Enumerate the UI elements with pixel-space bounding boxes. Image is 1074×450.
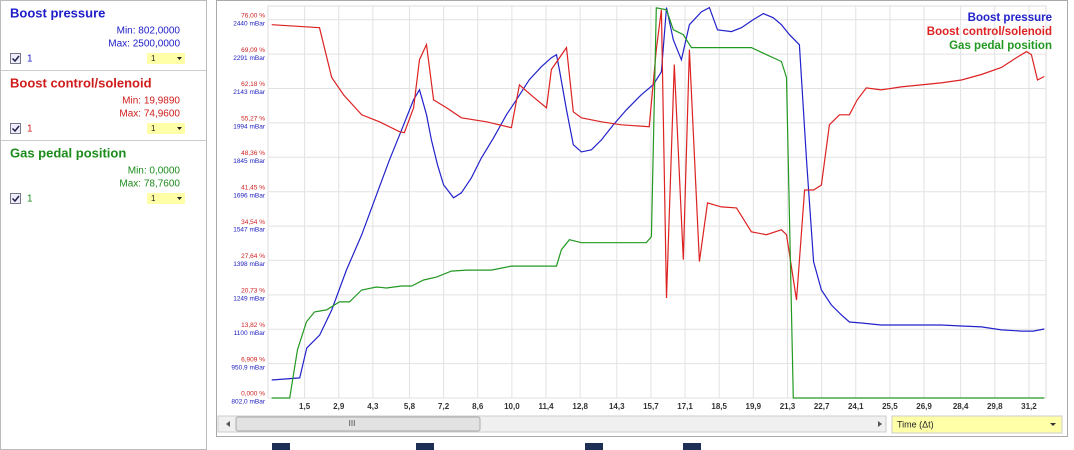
- y-tick-label: 13,82 %: [241, 322, 265, 329]
- x-tick-label: 25,5: [882, 402, 898, 411]
- x-tick-label: 19,9: [746, 402, 762, 411]
- select-arrow: [177, 197, 182, 200]
- check-tick: [11, 195, 20, 203]
- toolbar-icon[interactable]: [585, 443, 603, 450]
- series-line: [271, 9, 1045, 301]
- select-arrow: [177, 57, 182, 60]
- y2-tick-label: 1398 mBar: [233, 261, 266, 268]
- x-tick-label: 24,1: [848, 402, 864, 411]
- select-value: 1: [151, 124, 156, 133]
- y-tick-label: 55,27 %: [241, 116, 265, 123]
- series-line: [271, 7, 1045, 399]
- toolbar-icon[interactable]: [683, 443, 701, 450]
- x-tick-label: 31,2: [1021, 402, 1037, 411]
- y2-tick-label: 2143 mBar: [233, 89, 266, 96]
- dropdown-arrow: [1050, 423, 1056, 426]
- x-field-select[interactable]: [891, 415, 1063, 434]
- y-tick-label: 20,73 %: [241, 288, 265, 295]
- y-tick-label: 69,09 %: [241, 47, 265, 54]
- channel-min: Min: 19,9890: [122, 96, 180, 107]
- x-tick-label: 18,5: [711, 402, 727, 411]
- select-arrow: [177, 127, 182, 130]
- y-tick-label: 6,909 %: [241, 356, 265, 363]
- x-tick-label: 2,9: [333, 402, 345, 411]
- check-label: 1: [27, 194, 33, 205]
- x-tick-label: 10,0: [504, 402, 520, 411]
- y-tick-label: 27,64 %: [241, 253, 265, 260]
- x-field-label: Time (Δt): [897, 419, 934, 429]
- x-tick-label: 7,2: [438, 402, 450, 411]
- select[interactable]: [147, 123, 185, 134]
- side-panel: [0, 0, 207, 450]
- plot: [268, 6, 1046, 399]
- y2-tick-label: 1547 mBar: [233, 227, 266, 234]
- scroll-left[interactable]: [226, 421, 230, 427]
- series-line: [271, 6, 1045, 381]
- x-tick-label: 4,3: [367, 402, 379, 411]
- x-tick-label: 29,8: [987, 402, 1003, 411]
- channel-name: Gas pedal position: [10, 145, 126, 160]
- y2-tick-label: 1845 mBar: [233, 158, 266, 165]
- x-tick-label: 21,3: [780, 402, 796, 411]
- y-tick-label: 34,54 %: [241, 219, 265, 226]
- x-tick-label: 22,7: [814, 402, 830, 411]
- check-tick: [11, 125, 20, 133]
- channel-min: Min: 0,0000: [128, 166, 181, 177]
- check-tick: [11, 55, 20, 63]
- y2-tick-label: 1994 mBar: [233, 124, 266, 131]
- legend-entry: Boost pressure: [968, 12, 1052, 24]
- x-tick-label: 17,1: [677, 402, 693, 411]
- x-tick-label: 28,4: [953, 402, 969, 411]
- y2-tick-label: 1249 mBar: [233, 296, 266, 303]
- toolbar-icon[interactable]: [416, 443, 434, 450]
- scroll-grip: III: [349, 419, 356, 428]
- select-value: 1: [151, 54, 156, 63]
- x-tick-label: 11,4: [538, 402, 554, 411]
- plot-area: [267, 5, 1047, 399]
- check-label: 1: [27, 54, 33, 65]
- y2-tick-label: 2440 mBar: [233, 21, 266, 28]
- channel-name: Boost control/solenoid: [10, 75, 152, 90]
- toolbar-icon[interactable]: [272, 443, 290, 450]
- checkbox[interactable]: [10, 53, 21, 64]
- y2-tick-label: 1100 mBar: [234, 330, 266, 337]
- x-tick-label: 14,3: [609, 402, 625, 411]
- check-label: 1: [27, 124, 33, 135]
- x-tick-label: 1,5: [299, 402, 311, 411]
- y-tick-label: 41,45 %: [241, 184, 265, 191]
- x-tick-label: 12,8: [572, 402, 588, 411]
- channel-name: Boost pressure: [10, 5, 105, 20]
- x-tick-label: 15,7: [643, 402, 659, 411]
- y-tick-label: 76,00 %: [241, 12, 265, 19]
- x-tick-label: 26,9: [916, 402, 932, 411]
- select[interactable]: [147, 193, 185, 204]
- legend-entry: Gas pedal position: [949, 40, 1052, 52]
- y2-tick-label: 802,0 mBar: [231, 399, 265, 406]
- y-tick-label: 0,000 %: [241, 391, 265, 398]
- checkbox[interactable]: [10, 123, 21, 134]
- select[interactable]: [147, 53, 185, 64]
- y2-tick-label: 2291 mBar: [233, 55, 266, 62]
- channel-max: Max: 74,9600: [119, 109, 180, 120]
- scroll-thumb[interactable]: [235, 416, 481, 432]
- x-tick-label: 8,6: [472, 402, 484, 411]
- y2-tick-label: 1696 mBar: [233, 192, 266, 199]
- x-tick-label: 5,8: [404, 402, 416, 411]
- channel-min: Min: 802,0000: [117, 26, 181, 37]
- channel-max: Max: 2500,0000: [108, 39, 180, 50]
- legend-entry: Boost control/solenoid: [927, 26, 1052, 38]
- y2-tick-label: 950,9 mBar: [231, 364, 265, 371]
- y-tick-label: 62,18 %: [241, 81, 265, 88]
- select-value: 1: [151, 194, 156, 203]
- channel-max: Max: 78,7600: [119, 179, 180, 190]
- scroll-right[interactable]: [878, 421, 882, 427]
- y-tick-label: 48,36 %: [241, 150, 265, 157]
- checkbox[interactable]: [10, 193, 21, 204]
